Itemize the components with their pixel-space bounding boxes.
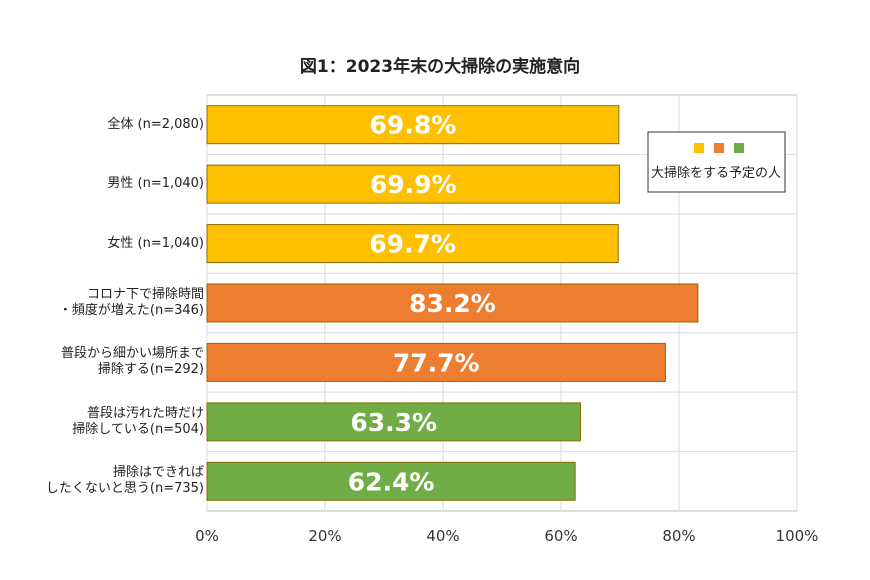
x-tick-label: 60% xyxy=(544,527,577,545)
y-tick-label: コロナ下で掃除時間 ・頻度が増えた(n=346) xyxy=(58,287,204,318)
bar xyxy=(206,105,620,145)
bar xyxy=(206,342,666,382)
y-tick-label: 掃除はできれば したくないと思う(n=735) xyxy=(45,465,204,497)
value-label: 77.7% xyxy=(393,348,480,377)
x-tick-label: 20% xyxy=(308,527,341,545)
value-label: 63.3% xyxy=(350,408,437,437)
y-tick-label: 女性 (n=1,040) xyxy=(107,235,204,251)
value-label: 69.8% xyxy=(370,111,457,140)
y-tick-label: 全体 (n=2,080) xyxy=(107,116,204,132)
y-tick-label: 男性 (n=1,040) xyxy=(107,176,204,192)
bar xyxy=(206,283,699,323)
bar xyxy=(206,402,581,442)
x-tick-label: 40% xyxy=(426,527,459,545)
value-label: 62.4% xyxy=(348,467,435,496)
bar xyxy=(206,224,619,264)
legend-label: 大掃除をする予定の人 xyxy=(651,165,781,181)
value-label: 69.9% xyxy=(370,170,457,199)
value-label: 83.2% xyxy=(409,289,496,318)
legend-swatch xyxy=(694,143,704,153)
bar xyxy=(206,164,620,204)
legend-box xyxy=(647,131,786,193)
chart-title: 図1：2023年末の大掃除の実施意向 xyxy=(300,56,580,77)
y-tick-label: 普段から細かい場所まで 掃除する(n=292) xyxy=(60,346,204,378)
x-tick-label: 0% xyxy=(195,527,219,545)
x-tick-label: 80% xyxy=(662,527,695,545)
legend-swatch xyxy=(734,143,744,153)
x-tick-label: 100% xyxy=(776,527,819,545)
bar xyxy=(206,461,576,501)
value-label: 69.7% xyxy=(369,230,456,259)
legend-swatch xyxy=(714,143,724,153)
y-tick-label: 普段は汚れた時だけ 掃除している(n=504) xyxy=(72,405,204,437)
